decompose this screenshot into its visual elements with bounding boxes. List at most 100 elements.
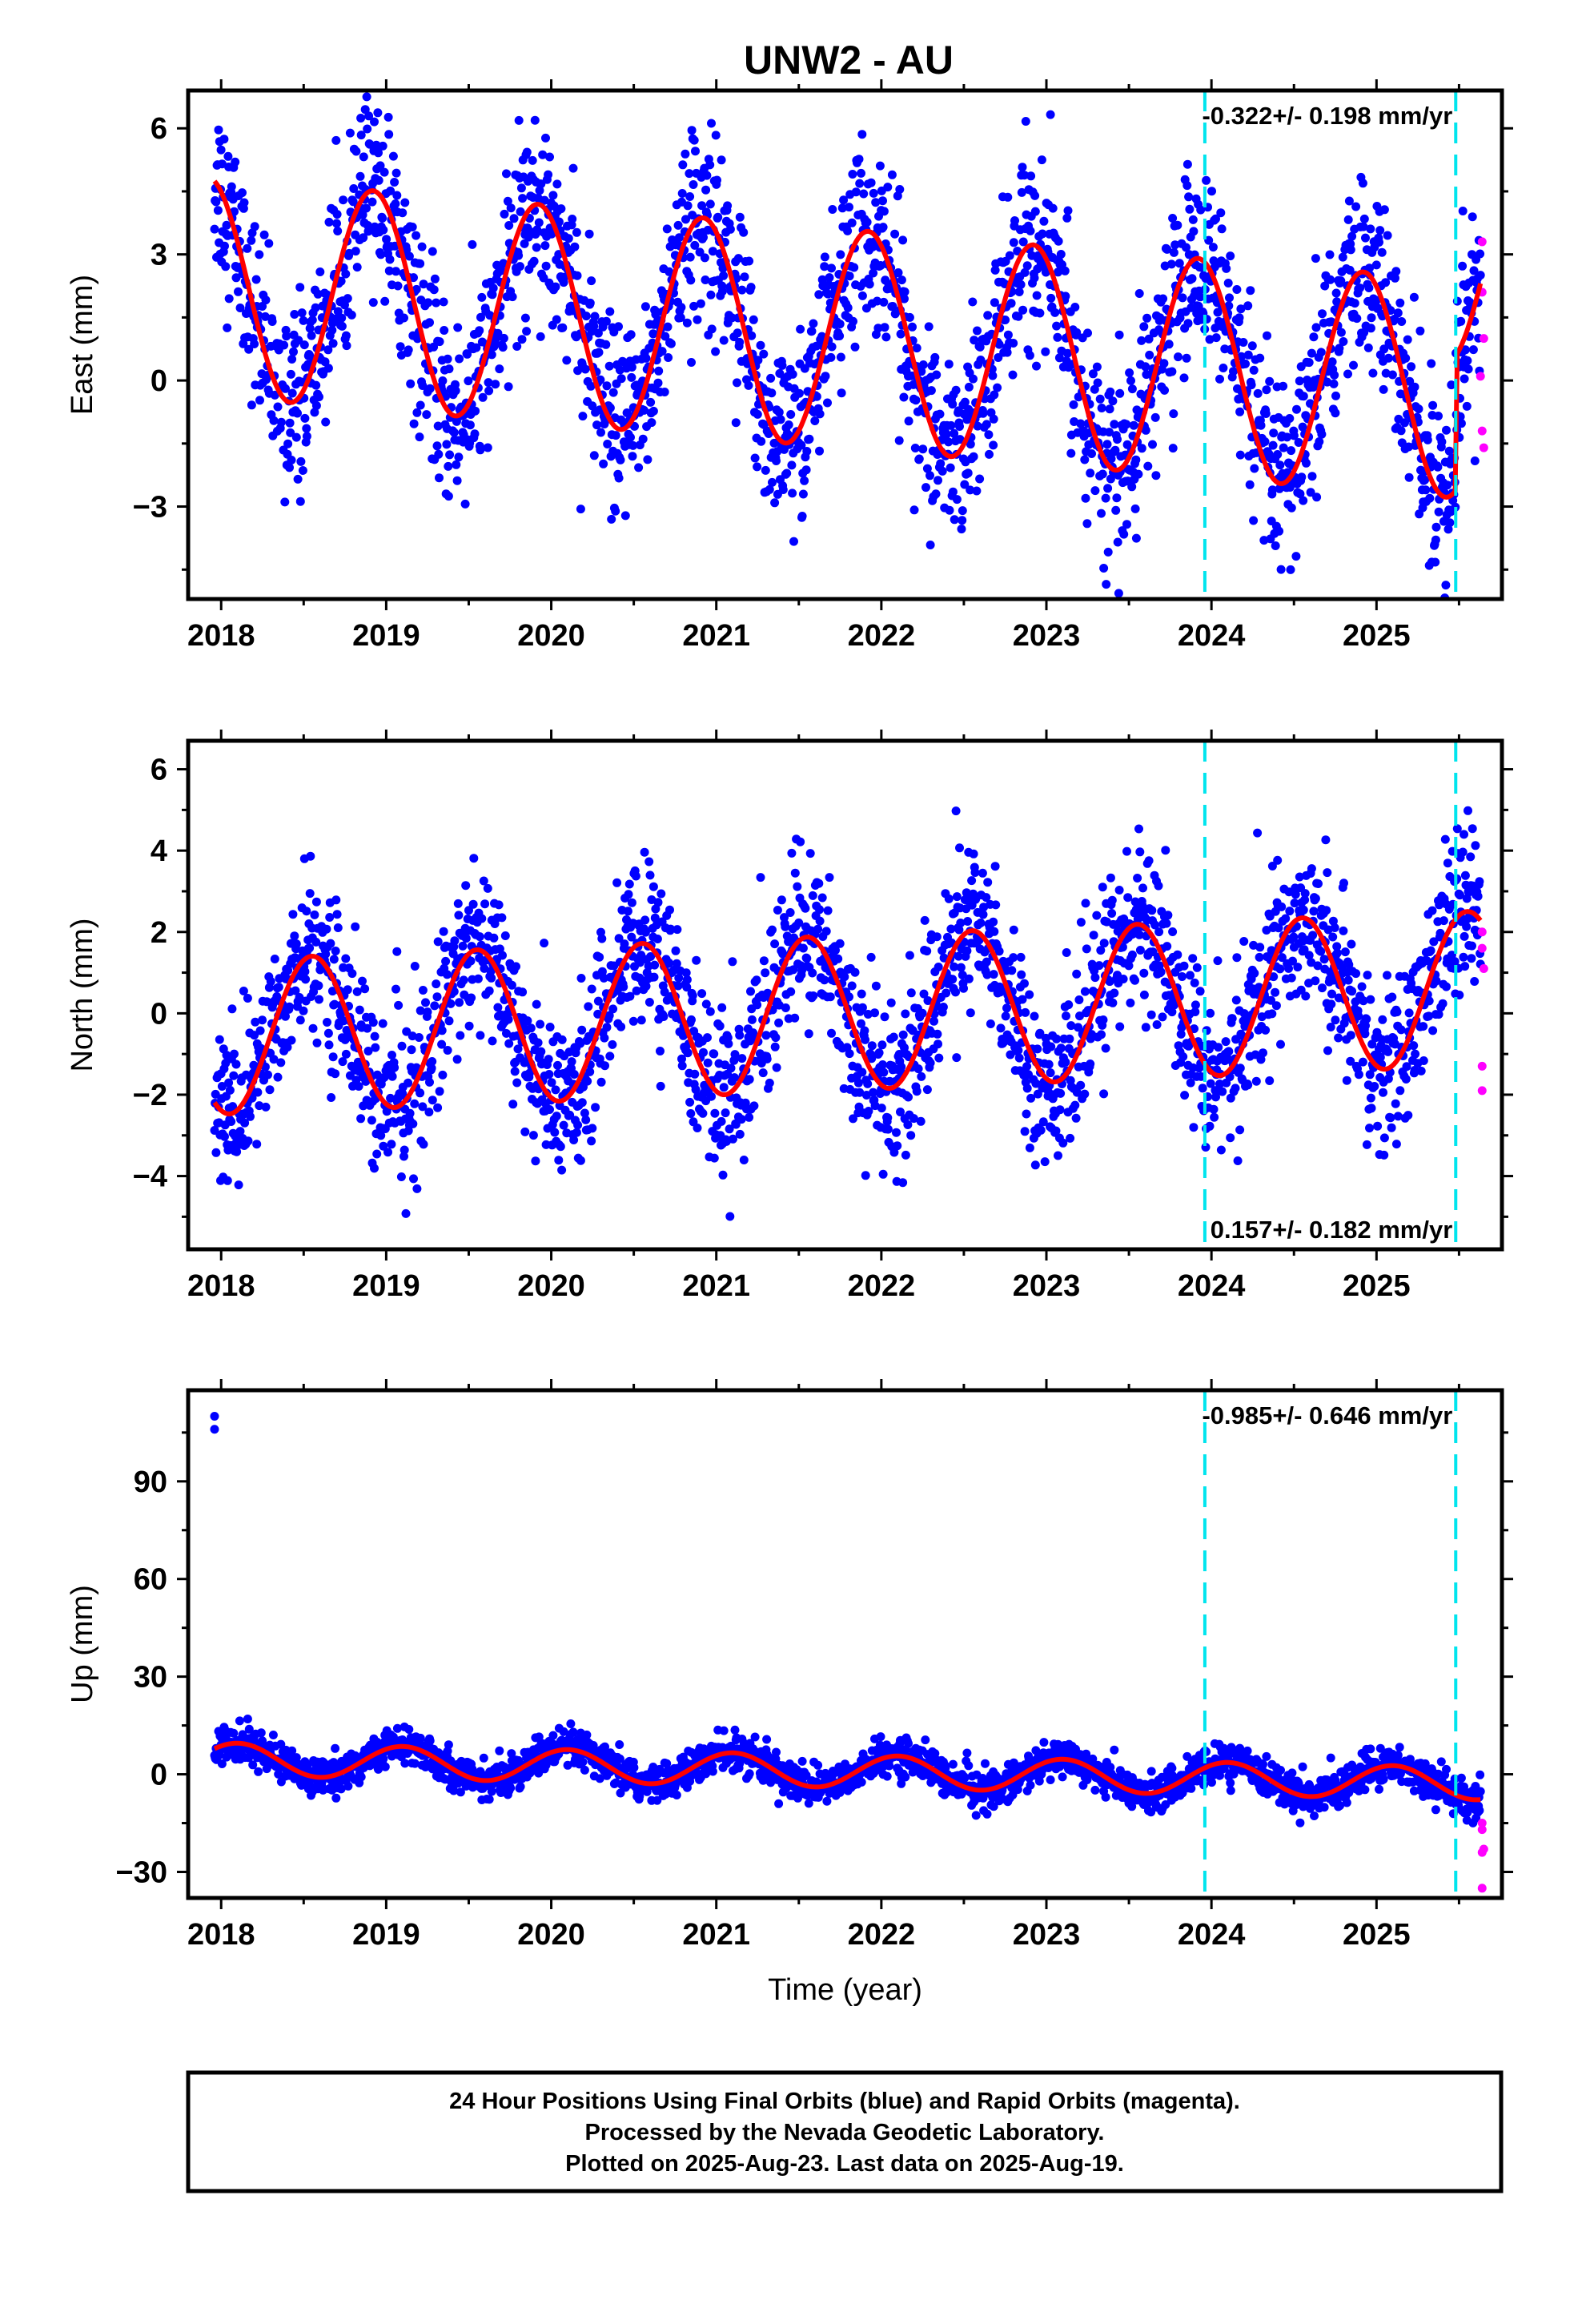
- data-point: [547, 229, 556, 239]
- data-point: [1151, 471, 1161, 480]
- data-point: [850, 342, 860, 352]
- data-point: [677, 303, 686, 312]
- data-point: [768, 925, 777, 935]
- data-point: [219, 135, 229, 144]
- data-point: [1283, 432, 1292, 442]
- data-point: [975, 342, 985, 352]
- data-point: [428, 1057, 437, 1066]
- data-point: [1359, 328, 1369, 337]
- data-point: [1366, 324, 1375, 333]
- data-point: [234, 287, 243, 296]
- data-point: [1003, 330, 1013, 340]
- data-point: [479, 876, 488, 886]
- data-point: [1443, 525, 1453, 534]
- data-point: [600, 1033, 609, 1043]
- data-point: [1179, 961, 1189, 971]
- data-point: [488, 1036, 497, 1046]
- data-point: [282, 332, 291, 341]
- data-point: [865, 279, 874, 289]
- data-point: [283, 439, 293, 448]
- data-point: [1381, 368, 1391, 378]
- data-point: [1275, 964, 1285, 974]
- data-point: [445, 450, 455, 460]
- data-point: [627, 898, 636, 907]
- data-point: [825, 873, 834, 883]
- data-point: [1227, 1014, 1237, 1023]
- data-point: [302, 907, 311, 916]
- data-point: [221, 262, 231, 271]
- data-point: [681, 215, 690, 224]
- data-point: [252, 1140, 262, 1149]
- data-point: [820, 975, 829, 985]
- data-point: [1006, 299, 1016, 308]
- data-point: [739, 1156, 749, 1164]
- data-point: [1233, 1156, 1243, 1165]
- data-point: [955, 422, 964, 431]
- data-point: [733, 254, 743, 263]
- data-point: [1046, 1068, 1055, 1078]
- data-point: [1231, 1084, 1240, 1093]
- data-point: [227, 1117, 236, 1126]
- data-point: [356, 1114, 366, 1124]
- north-frame: [186, 738, 1504, 1252]
- data-point: [1099, 564, 1109, 573]
- data-point: [812, 341, 821, 351]
- data-point: [1316, 947, 1326, 956]
- data-point: [1020, 171, 1029, 180]
- data-point: [1030, 207, 1040, 216]
- data-point: [354, 1082, 363, 1091]
- data-point: [240, 1118, 250, 1128]
- data-point: [1224, 1047, 1234, 1056]
- data-point: [1293, 963, 1303, 972]
- data-point: [268, 1731, 278, 1739]
- data-point: [826, 352, 836, 362]
- data-point: [970, 336, 979, 345]
- data-point: [307, 331, 316, 340]
- data-point: [966, 485, 975, 495]
- data-point: [837, 203, 847, 213]
- data-point: [1090, 973, 1100, 983]
- data-point: [787, 848, 797, 858]
- data-point: [404, 345, 413, 355]
- data-point: [516, 262, 524, 271]
- data-point: [435, 337, 444, 347]
- data-point: [1344, 196, 1354, 206]
- data-point: [584, 229, 594, 239]
- data-point: [1108, 998, 1118, 1007]
- data-point: [1309, 907, 1319, 916]
- data-point: [232, 1147, 242, 1156]
- data-point: [225, 1085, 235, 1095]
- data-point: [430, 274, 440, 283]
- data-point: [554, 1156, 564, 1165]
- data-point: [1152, 1020, 1162, 1029]
- data-point: [1179, 373, 1189, 383]
- data-point: [843, 226, 853, 235]
- data-point: [797, 440, 806, 450]
- east-final-points: [210, 92, 1485, 599]
- data-point: [1174, 352, 1182, 362]
- data-point: [362, 203, 371, 213]
- data-point: [1082, 519, 1092, 529]
- data-point: [1066, 448, 1076, 458]
- data-point: [484, 378, 493, 388]
- data-point: [392, 191, 402, 200]
- data-point: [314, 981, 323, 991]
- data-point: [1046, 1042, 1056, 1051]
- data-point: [1235, 1063, 1245, 1073]
- data-point: [1141, 362, 1150, 372]
- data-point: [1279, 381, 1288, 391]
- data-point: [777, 360, 787, 370]
- data-point: [1339, 337, 1348, 346]
- data-point: [897, 275, 906, 285]
- data-point: [1017, 970, 1026, 979]
- data-point: [898, 1030, 908, 1039]
- data-point: [1311, 254, 1320, 263]
- data-point: [592, 420, 601, 430]
- x-tick-label: 2025: [1343, 619, 1411, 653]
- data-point: [356, 114, 366, 123]
- data-point: [1183, 319, 1193, 328]
- data-point: [1080, 987, 1090, 996]
- data-point: [1434, 412, 1443, 420]
- data-point: [1195, 292, 1205, 302]
- y-tick-label: 2: [151, 916, 167, 950]
